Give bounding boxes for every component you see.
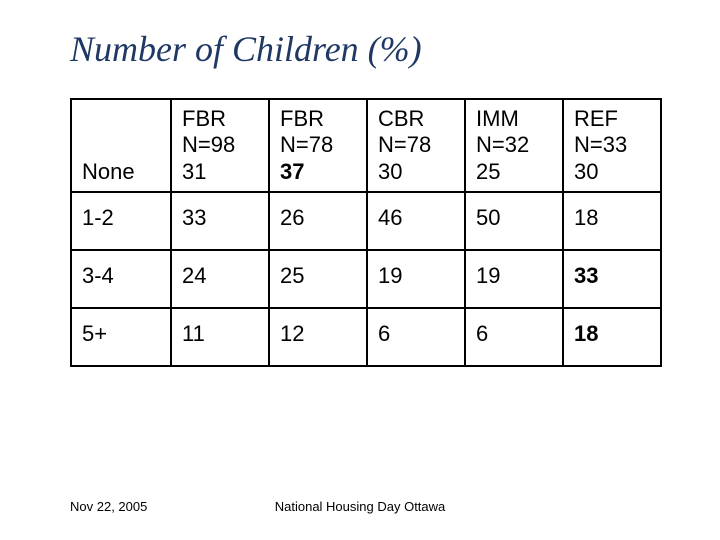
table-cell: 33 [171, 192, 269, 250]
children-table: None FBR N=98 31 FBR N=78 37 CBR N=78 30 [70, 98, 662, 367]
header-line1: IMM [476, 106, 554, 132]
cell-value: 19 [378, 263, 402, 288]
header-line2: N=32 [476, 132, 554, 158]
cell-value: 50 [476, 205, 500, 230]
header-cell: IMM N=32 25 [465, 99, 563, 192]
table-row: 5+ 11 12 6 6 18 [71, 308, 661, 366]
header-line2: N=78 [378, 132, 456, 158]
cell-value: 25 [476, 159, 500, 184]
table-cell: 6 [465, 308, 563, 366]
header-cell: REF N=33 30 [563, 99, 661, 192]
header-line1: FBR [182, 106, 260, 132]
cell-value: 37 [280, 159, 304, 184]
cell-value: 30 [574, 159, 598, 184]
table-cell: 6 [367, 308, 465, 366]
table-cell: 26 [269, 192, 367, 250]
cell-value: 30 [378, 159, 402, 184]
slide-title: Number of Children (%) [70, 28, 670, 70]
table-cell: 19 [465, 250, 563, 308]
table-cell: 50 [465, 192, 563, 250]
header-line2: N=98 [182, 132, 260, 158]
table-row: 3-4 24 25 19 19 33 [71, 250, 661, 308]
cell-value: 33 [574, 263, 598, 288]
cell-value: 26 [280, 205, 304, 230]
header-cell: FBR N=98 31 [171, 99, 269, 192]
table-cell: 24 [171, 250, 269, 308]
cell-value: 19 [476, 263, 500, 288]
cell-value: 24 [182, 263, 206, 288]
cell-value: 33 [182, 205, 206, 230]
header-cell: FBR N=78 37 [269, 99, 367, 192]
row-label: 1-2 [82, 205, 114, 230]
table-cell: 33 [563, 250, 661, 308]
row-label-cell: 1-2 [71, 192, 171, 250]
cell-value: 18 [574, 205, 598, 230]
table-header-row: None FBR N=98 31 FBR N=78 37 CBR N=78 30 [71, 99, 661, 192]
header-line1: CBR [378, 106, 456, 132]
table-cell: 18 [563, 308, 661, 366]
header-line2: N=33 [574, 132, 652, 158]
table-cell: 46 [367, 192, 465, 250]
cell-value: 18 [574, 321, 598, 346]
table-cell: 25 [269, 250, 367, 308]
cell-value: 12 [280, 321, 304, 346]
header-line1: FBR [280, 106, 358, 132]
table-cell: 12 [269, 308, 367, 366]
row-label: None [82, 159, 135, 184]
cell-value: 25 [280, 263, 304, 288]
slide: Number of Children (%) None FBR N=98 31 … [0, 0, 720, 540]
footer-center: National Housing Day Ottawa [0, 499, 720, 514]
row-label: 5+ [82, 321, 107, 346]
cell-value: 6 [378, 321, 390, 346]
cell-value: 11 [182, 321, 205, 346]
header-line2: N=78 [280, 132, 358, 158]
row-label-cell: 5+ [71, 308, 171, 366]
header-row-label-cell: None [71, 99, 171, 192]
cell-value: 31 [182, 159, 206, 184]
table-cell: 19 [367, 250, 465, 308]
table-cell: 18 [563, 192, 661, 250]
row-label: 3-4 [82, 263, 114, 288]
cell-value: 46 [378, 205, 402, 230]
header-cell: CBR N=78 30 [367, 99, 465, 192]
row-label-cell: 3-4 [71, 250, 171, 308]
cell-value: 6 [476, 321, 488, 346]
header-line1: REF [574, 106, 652, 132]
table-row: 1-2 33 26 46 50 18 [71, 192, 661, 250]
table-cell: 11 [171, 308, 269, 366]
